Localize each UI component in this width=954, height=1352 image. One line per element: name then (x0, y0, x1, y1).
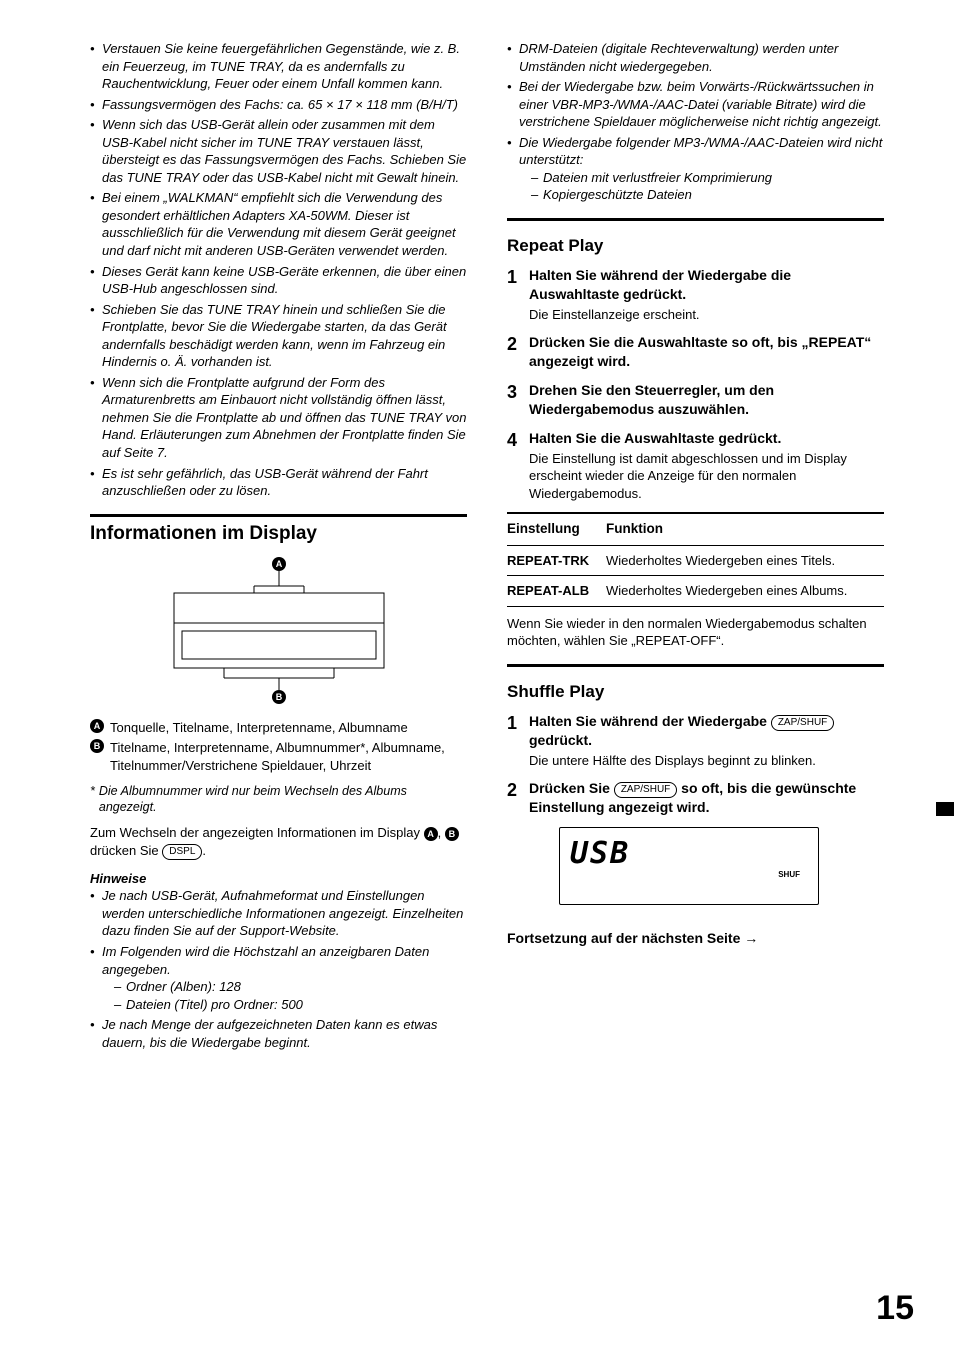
dspl-button: DSPL (162, 844, 202, 860)
label-a-icon: A (90, 719, 104, 733)
note: Dieses Gerät kann keine USB-Geräte erken… (90, 263, 467, 298)
note: Wenn sich die Frontplatte aufgrund der F… (90, 374, 467, 462)
dspl-paragraph: Zum Wechseln der angezeigten Information… (90, 824, 467, 860)
diagram-legend: A Tonquelle, Titelname, Interpretenname,… (90, 719, 467, 775)
display-diagram: A B (164, 556, 394, 711)
note: Je nach USB-Gerät, Aufnahmeformat und Ei… (90, 887, 467, 940)
footnote: * Die Albumnummer wird nur beim Wechseln… (90, 783, 467, 817)
note: DRM-Dateien (digitale Rechteverwaltung) … (507, 40, 884, 75)
page-number: 15 (876, 1286, 914, 1332)
top-notes-left: Verstauen Sie keine feuergefährlichen Ge… (90, 40, 467, 500)
note: Je nach Menge der aufgezeichneten Daten … (90, 1016, 467, 1051)
shuffle-steps: Halten Sie während der Wiedergabe ZAP/SH… (507, 712, 884, 905)
note: Es ist sehr gefährlich, das USB-Gerät wä… (90, 465, 467, 500)
left-column: Verstauen Sie keine feuergefährlichen Ge… (90, 40, 467, 1054)
arrow-icon: → (744, 930, 758, 946)
step: Halten Sie während der Wiedergabe die Au… (507, 266, 884, 323)
note: Die Wiedergabe folgender MP3-/WMA-/AAC-D… (507, 134, 884, 204)
step: Halten Sie während der Wiedergabe ZAP/SH… (507, 712, 884, 769)
step: Drehen Sie den Steuerregler, um den Wied… (507, 381, 884, 419)
svg-text:A: A (275, 559, 282, 569)
divider (90, 514, 467, 517)
note: Schieben Sie das TUNE TRAY hinein und sc… (90, 301, 467, 371)
note: Fassungsvermögen des Fachs: ca. 65 × 17 … (90, 96, 467, 114)
note: Bei der Wiedergabe bzw. beim Vorwärts-/R… (507, 78, 884, 131)
note: Wenn sich das USB-Gerät allein oder zusa… (90, 116, 467, 186)
table-row: REPEAT-TRK Wiederholtes Wiedergeben eine… (507, 545, 884, 576)
step: Drücken Sie ZAP/SHUF so oft, bis die gew… (507, 779, 884, 905)
divider (507, 218, 884, 221)
svg-text:B: B (275, 692, 282, 702)
lcd-main: USB (570, 834, 808, 875)
legend-a: Tonquelle, Titelname, Interpretenname, A… (110, 719, 467, 737)
hinweise-heading: Hinweise (90, 870, 467, 888)
hinweise-list: Je nach USB-Gerät, Aufnahmeformat und Ei… (90, 887, 467, 1051)
step: Drücken Sie die Auswahltaste so oft, bis… (507, 333, 884, 371)
zapshuf-button: ZAP/SHUF (614, 782, 677, 798)
table-row: REPEAT-ALB Wiederholtes Wiedergeben eine… (507, 576, 884, 607)
right-column: DRM-Dateien (digitale Rechteverwaltung) … (507, 40, 884, 1054)
continue-line: Fortsetzung auf der nächsten Seite → (507, 929, 884, 948)
note: Bei einem „WALKMAN“ empfiehlt sich die V… (90, 189, 467, 259)
lcd-display: USB SHUF (559, 827, 819, 905)
repeat-steps: Halten Sie während der Wiedergabe die Au… (507, 266, 884, 502)
col-einstellung: Einstellung (507, 513, 606, 545)
repeat-heading: Repeat Play (507, 235, 884, 258)
page-edge-mark (936, 802, 954, 816)
label-b-icon: B (90, 739, 104, 753)
zapshuf-button: ZAP/SHUF (771, 715, 834, 731)
legend-b: Titelname, Interpretenname, Albumnummer*… (110, 739, 467, 774)
shuffle-heading: Shuffle Play (507, 681, 884, 704)
repeat-after: Wenn Sie wieder in den normalen Wiederga… (507, 615, 884, 650)
col-funktion: Funktion (606, 513, 884, 545)
top-notes-right: DRM-Dateien (digitale Rechteverwaltung) … (507, 40, 884, 204)
lcd-shuf: SHUF (778, 870, 800, 881)
divider (507, 664, 884, 667)
note: Verstauen Sie keine feuergefährlichen Ge… (90, 40, 467, 93)
note: Im Folgenden wird die Höchstzahl an anze… (90, 943, 467, 1013)
info-heading: Informationen im Display (90, 521, 467, 547)
repeat-settings-table: Einstellung Funktion REPEAT-TRK Wiederho… (507, 512, 884, 606)
step: Halten Sie die Auswahltaste gedrückt. Di… (507, 429, 884, 503)
